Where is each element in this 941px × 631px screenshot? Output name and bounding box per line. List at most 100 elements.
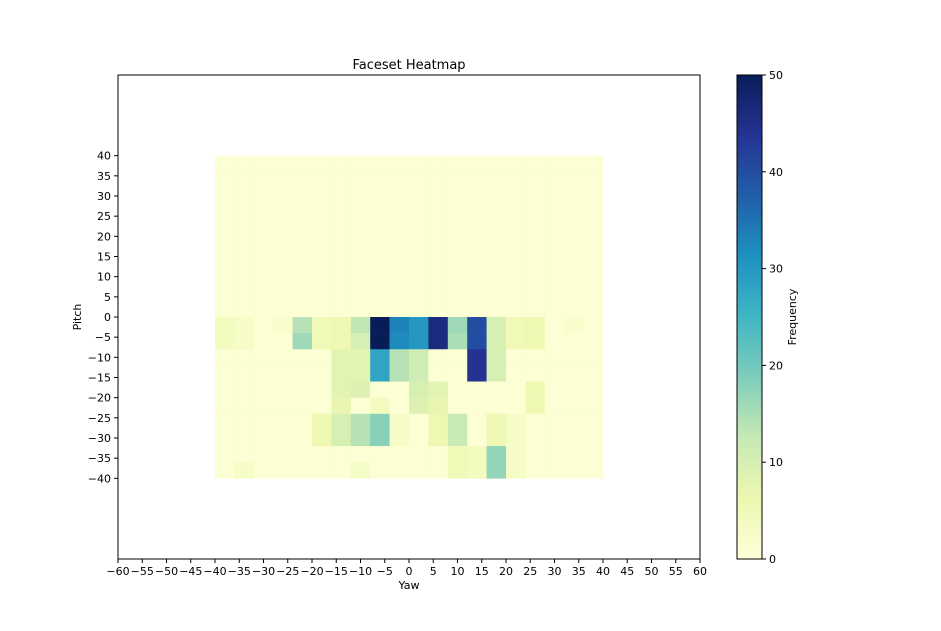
heatmap-cell <box>312 187 332 205</box>
heatmap-cell <box>409 397 429 415</box>
heatmap-cell <box>544 397 565 415</box>
heatmap-cell <box>583 268 604 286</box>
colorbar-label: Frequency <box>786 288 799 345</box>
heatmap-cell <box>312 236 332 253</box>
heatmap-cell <box>370 317 390 334</box>
heatmap-cell <box>370 236 390 253</box>
x-tick-label: −35 <box>228 565 251 578</box>
colorbar-tick-label: 40 <box>769 166 783 179</box>
heatmap-cell <box>583 462 604 479</box>
heatmap-cell <box>409 155 429 173</box>
heatmap-cell <box>312 446 332 463</box>
heatmap-cell <box>350 171 371 189</box>
heatmap-cell <box>292 365 313 382</box>
x-tick-label: −20 <box>300 565 323 578</box>
heatmap-cell <box>467 284 487 302</box>
x-tick-label: −50 <box>155 565 178 578</box>
heatmap-cell <box>234 349 255 366</box>
heatmap-cell <box>506 300 526 318</box>
heatmap-cell <box>273 317 293 334</box>
heatmap-cell <box>234 171 255 189</box>
heatmap-cell <box>370 187 390 205</box>
heatmap-cell <box>564 220 584 237</box>
heatmap-cell <box>564 333 584 350</box>
heatmap-cell <box>544 333 565 350</box>
y-tick-label: −30 <box>88 432 111 445</box>
heatmap-cell <box>467 333 487 350</box>
heatmap-cell <box>583 187 604 205</box>
heatmap-cell <box>409 284 429 302</box>
heatmap-cell <box>331 333 352 350</box>
heatmap-cell <box>428 429 449 447</box>
heatmap-cell <box>506 429 526 447</box>
heatmap-cell <box>447 413 468 431</box>
heatmap-cell <box>467 236 487 253</box>
heatmap-cell <box>370 220 390 237</box>
x-tick-label: −5 <box>377 565 393 578</box>
heatmap-cell <box>544 171 565 189</box>
heatmap-cell <box>447 429 468 447</box>
heatmap-cell <box>389 349 410 366</box>
heatmap-cell <box>389 284 410 302</box>
heatmap-cell <box>331 252 352 269</box>
heatmap-cell <box>253 300 274 318</box>
x-tick-label: 5 <box>430 565 437 578</box>
heatmap-cell <box>331 204 352 221</box>
heatmap-cell <box>428 204 449 221</box>
heatmap-cell <box>564 268 584 286</box>
heatmap-cell <box>428 349 449 366</box>
heatmap-cell <box>525 365 546 382</box>
heatmap-cell <box>273 349 293 366</box>
heatmap-cell <box>428 446 449 463</box>
x-tick-label: −40 <box>203 565 226 578</box>
heatmap-cell <box>486 220 507 237</box>
heatmap-cell <box>312 333 332 350</box>
heatmap-cell <box>292 268 313 286</box>
heatmap-cell <box>253 236 274 253</box>
x-tick-label: −25 <box>276 565 299 578</box>
heatmap-cell <box>583 365 604 382</box>
heatmap-cell <box>447 365 468 382</box>
heatmap-cell <box>447 317 468 334</box>
heatmap-cell <box>486 429 507 447</box>
heatmap-cell <box>428 462 449 479</box>
heatmap-cell <box>447 446 468 463</box>
heatmap-cell <box>486 236 507 253</box>
heatmap-cell <box>564 284 584 302</box>
heatmap-cell <box>564 252 584 269</box>
heatmap-cell <box>215 268 235 286</box>
heatmap-cell <box>312 462 332 479</box>
heatmap-cell <box>331 349 352 366</box>
heatmap-cell <box>564 349 584 366</box>
heatmap-cell <box>428 284 449 302</box>
x-tick-label: 50 <box>645 565 659 578</box>
heatmap-cell <box>467 317 487 334</box>
heatmap-cell <box>389 220 410 237</box>
heatmap-cell <box>486 462 507 479</box>
heatmap-cell <box>583 300 604 318</box>
heatmap-cell <box>312 204 332 221</box>
heatmap-cell <box>467 300 487 318</box>
heatmap-cell <box>428 333 449 350</box>
heatmap-cell <box>525 397 546 415</box>
heatmap-cell <box>525 333 546 350</box>
heatmap-cell <box>583 284 604 302</box>
heatmap-cell <box>389 155 410 173</box>
heatmap-cell <box>428 268 449 286</box>
heatmap-cell <box>447 236 468 253</box>
heatmap-cell <box>506 187 526 205</box>
heatmap-cell <box>253 413 274 431</box>
heatmap-cell <box>525 446 546 463</box>
heatmap-cell <box>506 413 526 431</box>
heatmap-cell <box>467 187 487 205</box>
y-tick-label: 20 <box>97 230 111 243</box>
heatmap-cell <box>428 300 449 318</box>
heatmap-cell <box>428 252 449 269</box>
heatmap-cell <box>447 268 468 286</box>
heatmap-cell <box>312 284 332 302</box>
heatmap-cell <box>370 268 390 286</box>
x-tick-label: −60 <box>106 565 129 578</box>
heatmap-cell <box>215 429 235 447</box>
heatmap-cell <box>215 236 235 253</box>
